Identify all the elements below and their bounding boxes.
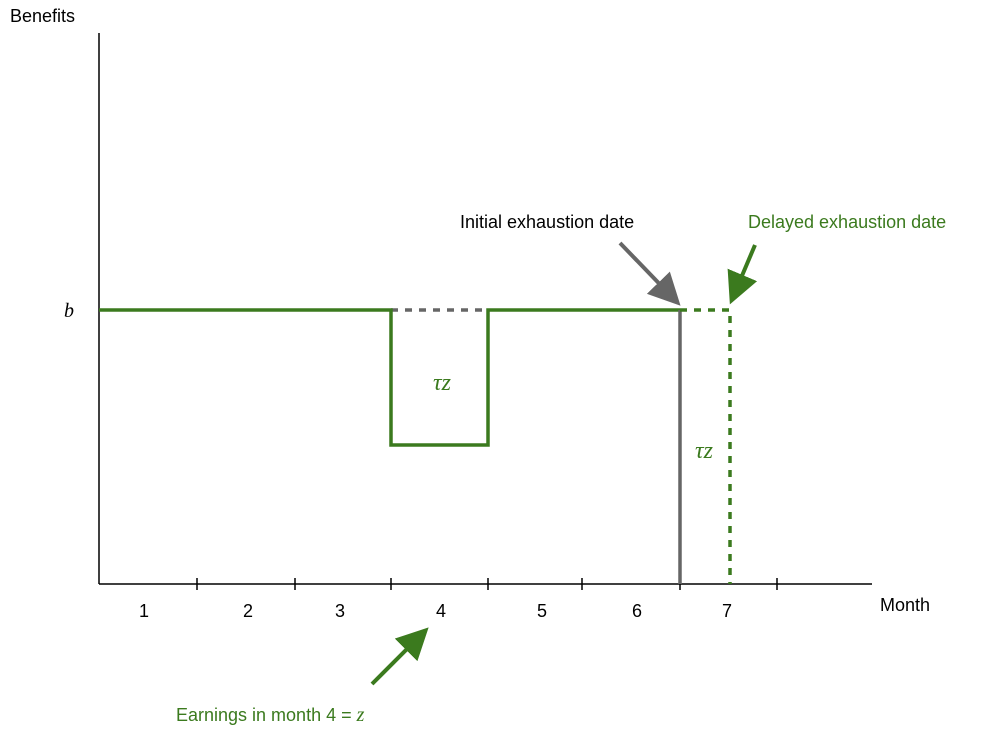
gap-label: τz (433, 370, 452, 396)
month-label: 3 (335, 601, 345, 621)
initial-arrow (618, 241, 681, 306)
x-ticks (196, 578, 778, 590)
x-axis-label: Month (880, 595, 930, 615)
delayed-arrow (727, 244, 758, 305)
month-label: 6 (632, 601, 642, 621)
gap-label: τz (695, 438, 714, 464)
earnings-text: Earnings in month 4 = (176, 705, 352, 725)
month-label: 5 (537, 601, 547, 621)
month-label: 7 (722, 601, 732, 621)
month-labels: 1 2 3 4 5 6 7 (139, 601, 732, 621)
delayed-exhaustion-line (680, 308, 732, 584)
earnings-arrow (370, 627, 429, 686)
month-label: 2 (243, 601, 253, 621)
earnings-variable: z (356, 704, 365, 726)
benefit-path (99, 308, 732, 584)
y-axis-label: Benefits (10, 6, 75, 26)
delayed-label: Delayed exhaustion date (748, 212, 946, 232)
month-label: 4 (436, 601, 446, 621)
earnings-label: Earnings in month 4 = z (176, 704, 365, 726)
initial-label: Initial exhaustion date (460, 212, 634, 232)
benefit-line (99, 308, 680, 447)
level-label: b (64, 300, 74, 322)
month-label: 1 (139, 601, 149, 621)
